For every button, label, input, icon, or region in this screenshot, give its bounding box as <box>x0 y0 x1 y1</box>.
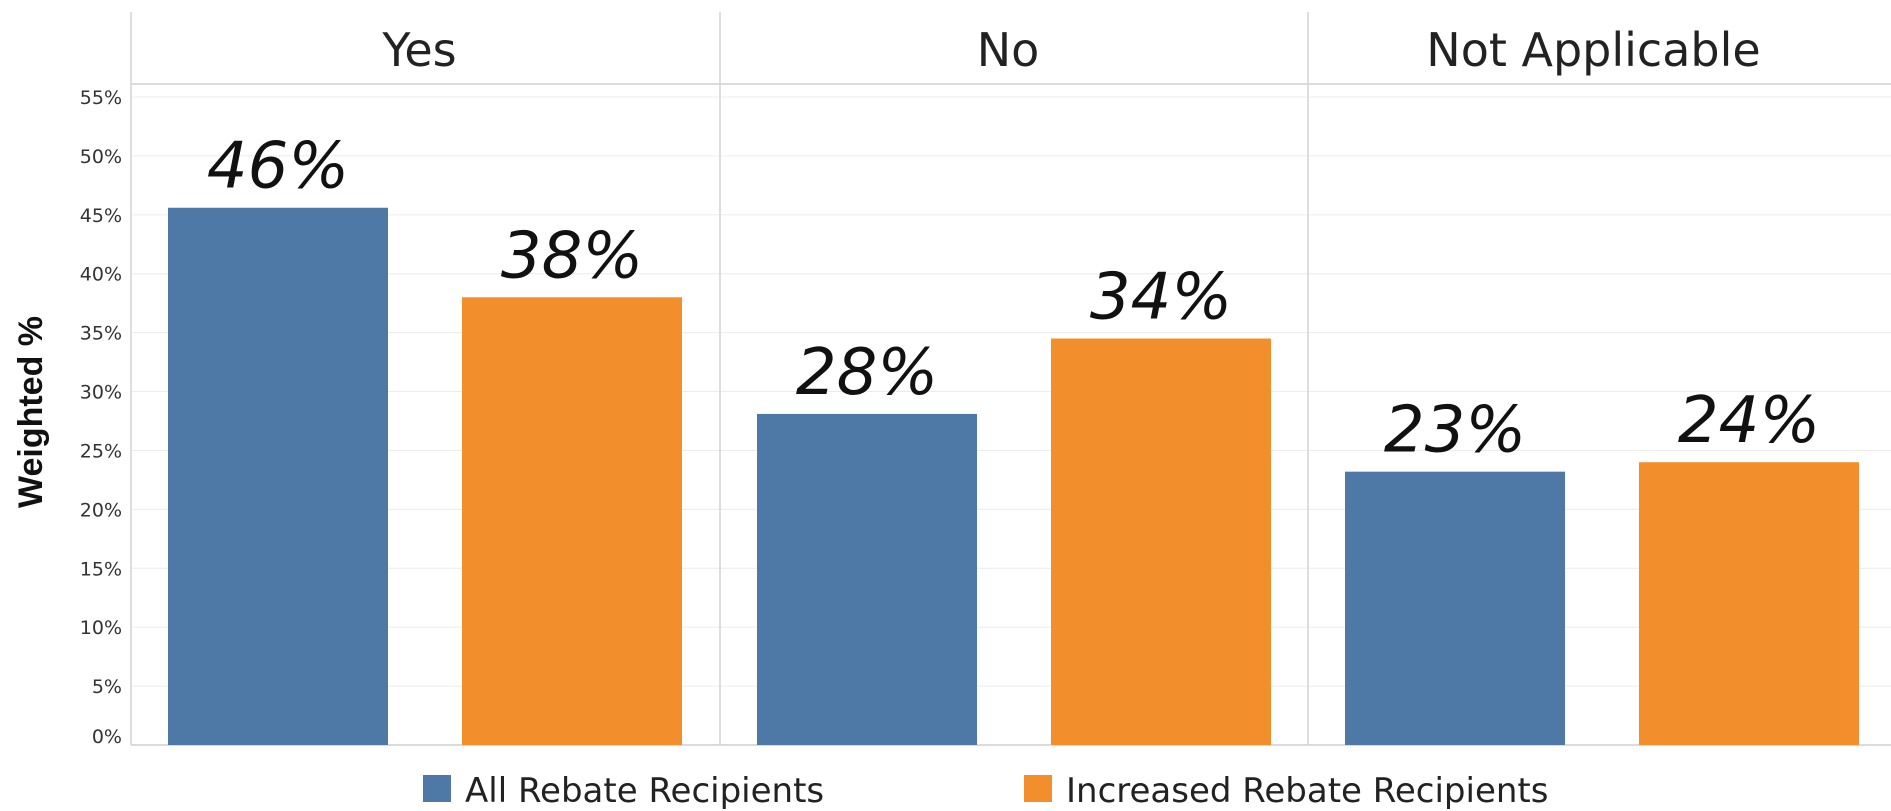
bar <box>1639 462 1859 745</box>
y-tick-label: 45% <box>80 205 122 227</box>
y-tick-label: 20% <box>80 499 122 521</box>
data-label: 34% <box>1090 261 1232 335</box>
bar <box>1051 338 1271 745</box>
panel-title: Yes <box>381 23 456 77</box>
y-tick-label: 5% <box>92 676 122 698</box>
y-tick-label: 0% <box>92 726 122 748</box>
bars <box>168 207 1859 745</box>
data-label: 38% <box>501 219 643 293</box>
bar <box>168 207 388 745</box>
data-label: 28% <box>796 336 938 410</box>
legend-label: Increased Rebate Recipients <box>1066 771 1548 811</box>
data-label: 23% <box>1384 394 1526 468</box>
y-tick-label: 15% <box>80 558 122 580</box>
data-labels: 46% 28% 23% 38% 34% 24% <box>207 130 1820 468</box>
data-label: 46% <box>207 130 349 204</box>
y-tick-label: 30% <box>80 382 122 404</box>
panel-titles: Yes No Not Applicable <box>381 23 1760 77</box>
legend-label: All Rebate Recipients <box>465 771 824 811</box>
y-tick-label: 40% <box>80 264 122 286</box>
bar <box>462 297 682 745</box>
panel-title: No <box>977 23 1040 77</box>
panel-title: Not Applicable <box>1426 23 1760 77</box>
y-axis-label: Weighted % <box>12 316 50 508</box>
data-label: 24% <box>1678 384 1820 458</box>
frame-layer <box>130 12 1891 746</box>
y-tick-label: 25% <box>80 440 122 462</box>
legend-swatch <box>1024 775 1052 802</box>
legend: All Rebate Recipients Increased Rebate Re… <box>423 771 1548 811</box>
y-axis-ticks: 0% 5% 10% 15% 20% 25% 30% 35% 40% 45% 50% 55% <box>80 87 122 748</box>
y-tick-label: 10% <box>80 617 122 639</box>
y-tick-label: 55% <box>80 87 122 109</box>
legend-swatch <box>423 775 451 802</box>
grid-layer <box>131 96 1891 687</box>
bar <box>757 413 977 745</box>
y-tick-label: 35% <box>80 323 122 345</box>
bar <box>1345 471 1565 745</box>
y-tick-label: 50% <box>80 146 122 168</box>
